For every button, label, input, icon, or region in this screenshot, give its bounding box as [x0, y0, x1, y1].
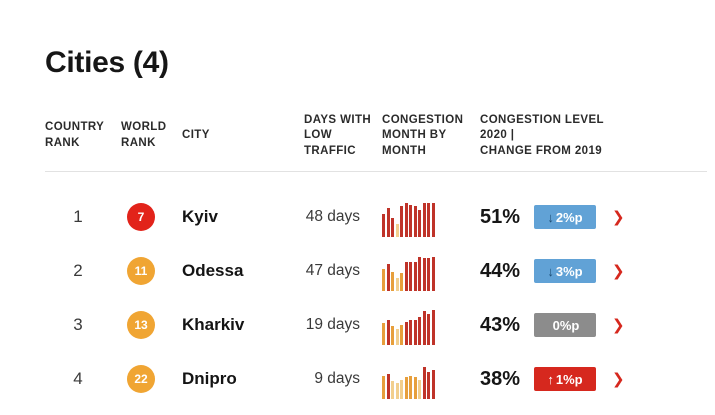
cities-table: 1 7 Kyiv 48 days 51% ↓ 2%p ❯ 2 11 Odessa …: [45, 190, 707, 406]
arrow-down-icon: ↓: [547, 263, 554, 279]
change-badge: ↓ 3%p: [534, 259, 596, 283]
congestion-level-value: 38%: [480, 367, 521, 390]
chevron-right-icon[interactable]: ❯: [612, 262, 625, 280]
city-name: Kyiv: [182, 207, 218, 226]
days-low-traffic-value: 9 days: [314, 370, 360, 387]
days-low-traffic-value: 19 days: [305, 316, 360, 333]
header-congestion-month: CONGESTION MONTH BY MONTH: [382, 113, 464, 157]
chevron-right-icon[interactable]: ❯: [612, 316, 625, 334]
change-value: 2%p: [555, 209, 583, 225]
header-world-rank: WORLD RANK: [121, 121, 167, 149]
country-rank-value: 2: [73, 261, 83, 280]
arrow-down-icon: ↓: [547, 209, 554, 225]
congestion-level-value: 43%: [480, 313, 521, 336]
change-value: 0%p: [552, 317, 580, 333]
country-rank-value: 1: [73, 207, 83, 226]
table-row-kharkiv[interactable]: 3 13 Kharkiv 19 days 43% 0%p ❯: [45, 298, 707, 352]
page-title: Cities (4): [45, 46, 169, 79]
change-badge: ↑ 1%p: [534, 367, 596, 391]
world-rank-badge: 7: [127, 203, 155, 231]
change-badge: ↓ 2%p: [534, 205, 596, 229]
city-name: Odessa: [182, 261, 244, 280]
country-rank-value: 4: [73, 369, 83, 388]
world-rank-badge: 22: [127, 365, 155, 393]
change-value: 1%p: [555, 371, 583, 387]
table-row-odessa[interactable]: 2 11 Odessa 47 days 44% ↓ 3%p ❯: [45, 244, 707, 298]
days-low-traffic-value: 48 days: [305, 208, 360, 225]
city-name: Dnipro: [182, 369, 237, 388]
arrow-up-icon: ↑: [547, 371, 554, 387]
change-badge: 0%p: [534, 313, 596, 337]
table-row-kyiv[interactable]: 1 7 Kyiv 48 days 51% ↓ 2%p ❯: [45, 190, 707, 244]
days-low-traffic-value: 47 days: [305, 262, 360, 279]
chevron-right-icon[interactable]: ❯: [612, 208, 625, 226]
world-rank-badge: 11: [127, 257, 155, 285]
table-header: COUNTRY RANK WORLD RANK CITY DAYS WITH L…: [45, 110, 707, 162]
congestion-level-value: 51%: [480, 205, 521, 228]
header-days-low-traffic: DAYS WITH LOW TRAFFIC: [304, 113, 372, 157]
header-country-rank: COUNTRY RANK: [45, 121, 105, 149]
cities-panel: Cities (4) COUNTRY RANK WORLD RANK CITY …: [45, 46, 707, 406]
congestion-month-chart: [382, 305, 435, 345]
country-rank-value: 3: [73, 315, 83, 334]
header-city: CITY: [182, 129, 210, 142]
congestion-month-chart: [382, 359, 435, 399]
chevron-right-icon[interactable]: ❯: [612, 370, 625, 388]
congestion-level-value: 44%: [480, 259, 521, 282]
city-name: Kharkiv: [182, 315, 245, 334]
header-divider: [45, 171, 707, 172]
world-rank-badge: 13: [127, 311, 155, 339]
table-row-dnipro[interactable]: 4 22 Dnipro 9 days 38% ↑ 1%p ❯: [45, 352, 707, 406]
change-value: 3%p: [555, 263, 583, 279]
congestion-month-chart: [382, 251, 435, 291]
congestion-month-chart: [382, 197, 435, 237]
header-congestion-level: CONGESTION LEVEL 2020 | CHANGE FROM 2019: [480, 113, 604, 157]
